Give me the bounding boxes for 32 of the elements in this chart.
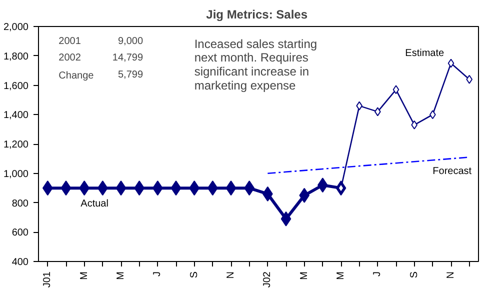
x-tick-label: S: [188, 271, 200, 278]
x-tick-label: M: [336, 271, 346, 280]
x-tick-label: M: [78, 271, 90, 280]
x-tick-label: J01: [42, 271, 54, 288]
y-tick-label: 1,000: [3, 168, 29, 180]
y-tick-label: 2,000: [3, 22, 29, 33]
y-tick-label: 1,600: [3, 80, 29, 92]
series-label: Forecast: [432, 166, 472, 178]
annotation: Inceased sales starting next month. Requires significant increase in marketing expense: [194, 36, 318, 93]
series-label: Estimate: [405, 48, 445, 59]
x-tick-label: J: [372, 272, 384, 276]
x-tick-label: J: [152, 272, 164, 276]
series-label: Actual: [80, 198, 108, 210]
y-tick-label: 1,800: [3, 51, 29, 62]
x-tick-label: M: [116, 271, 126, 280]
annotation: 2001: [58, 36, 82, 47]
chart-title: Jig Metrics: Sales: [206, 8, 308, 22]
y-tick-label: 1,400: [3, 110, 29, 122]
annotation: 2002: [58, 52, 82, 64]
y-tick-label: 400: [12, 257, 29, 268]
annotation: Change: [58, 70, 94, 82]
y-tick-label: 800: [12, 198, 29, 210]
x-tick-label: J02: [262, 271, 274, 288]
x-tick-label: N: [226, 271, 236, 279]
x-tick-label: S: [408, 271, 420, 278]
annotation: 9,000: [118, 36, 144, 47]
y-tick-label: 600: [12, 228, 29, 239]
y-tick-label: 1,200: [3, 140, 29, 150]
annotation: 14,799: [112, 52, 144, 64]
x-tick-label: M: [298, 271, 310, 280]
x-tick-label: N: [446, 271, 456, 279]
annotation: 5,799: [118, 70, 144, 81]
